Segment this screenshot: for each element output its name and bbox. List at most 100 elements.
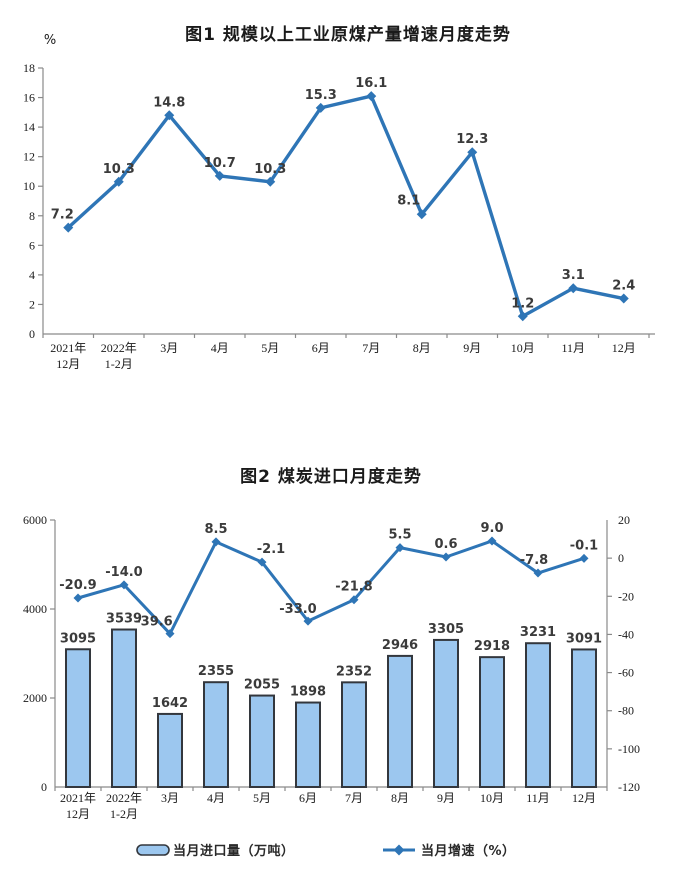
chart2-figure: 图2 煤炭进口月度走势 0 2000 4000 6000 20 0 -20 -40 -60 -80… xyxy=(0,440,684,874)
x-category-label: 8月 xyxy=(413,341,431,355)
y-tick-label: 14 xyxy=(23,120,35,134)
import-volume-bar xyxy=(111,628,137,788)
x-category-label: 9月 xyxy=(463,341,481,355)
bar-value-label: 2946 xyxy=(382,638,418,653)
bar-value-label: 2918 xyxy=(474,639,510,654)
data-point-label: 15.3 xyxy=(305,88,337,103)
data-point-marker xyxy=(441,552,451,562)
data-point-marker xyxy=(214,170,225,181)
data-point-marker xyxy=(517,311,528,322)
x-category-label: 12月 xyxy=(612,341,636,355)
x-category-label: 1-2月 xyxy=(110,807,138,821)
right-y-tick-label: 0 xyxy=(618,551,624,565)
bar-value-label: 1642 xyxy=(152,696,188,711)
growth-rate-line xyxy=(76,539,586,636)
x-category-label: 12月 xyxy=(66,807,90,821)
x-category-label: 4月 xyxy=(211,341,229,355)
bar-value-label: 2352 xyxy=(336,664,372,679)
data-point-marker xyxy=(487,536,497,546)
data-point-label: 16.1 xyxy=(355,76,387,91)
x-category-label: 9月 xyxy=(437,791,455,805)
right-y-tick-label: -40 xyxy=(618,627,634,641)
chart2-legend: 当月进口量（万吨） 当月增速（%） xyxy=(136,843,516,859)
data-point-marker xyxy=(257,557,267,567)
x-category-label: 11月 xyxy=(561,341,585,355)
chart2-canvas: 图2 煤炭进口月度走势 0 2000 4000 6000 20 0 -20 -40 -60 -80… xyxy=(23,466,640,859)
chart2-title: 图2 煤炭进口月度走势 xyxy=(240,466,422,487)
x-category-label: 4月 xyxy=(207,791,225,805)
data-point-marker xyxy=(349,595,359,605)
right-y-tick-label: -20 xyxy=(618,589,634,603)
import-volume-bar xyxy=(433,638,459,788)
import-volume-bar xyxy=(525,642,551,788)
x-category-label: 10月 xyxy=(480,791,504,805)
x-category-label: 6月 xyxy=(299,791,317,805)
import-volume-bar xyxy=(571,648,597,788)
data-point-label: -33.0 xyxy=(279,602,316,617)
x-category-label: 2021年 xyxy=(60,791,96,805)
data-point-label: 3.1 xyxy=(562,268,585,283)
data-point-label: 10.3 xyxy=(103,162,135,177)
x-category-label: 12月 xyxy=(56,357,80,371)
chart1-plot-area: 0 2 4 6 8 10 12 14 16 18 2021年 12月 2022年 1-2月 3月 4月 5月 6月… xyxy=(23,61,655,371)
data-point-label: 0.6 xyxy=(434,537,457,552)
data-point-marker xyxy=(113,176,124,187)
data-point-marker xyxy=(618,293,629,304)
x-category-label: 5月 xyxy=(253,791,271,805)
import-volume-bar xyxy=(387,654,413,788)
y-tick-label: 10 xyxy=(23,179,35,193)
legend-line-marker-icon xyxy=(393,844,405,856)
left-y-tick-label: 4000 xyxy=(23,602,47,616)
data-point-label: 12.3 xyxy=(456,132,488,147)
y-tick-label: 6 xyxy=(29,238,35,252)
data-point-label: -20.9 xyxy=(59,578,96,593)
import-volume-bar xyxy=(65,648,91,788)
data-point-label: 14.8 xyxy=(153,95,185,110)
x-category-label: 1-2月 xyxy=(105,357,133,371)
data-point-label: 7.2 xyxy=(51,208,74,223)
y-tick-label: 12 xyxy=(23,150,35,164)
data-point-label: 10.3 xyxy=(254,162,286,177)
data-point-label: 10.7 xyxy=(204,156,236,171)
chart2-plot-area: 0 2000 4000 6000 20 0 -20 -40 -60 -80 -100 -120 2021… xyxy=(23,513,640,821)
data-point-label: 5.5 xyxy=(388,528,411,543)
right-y-tick-label: -80 xyxy=(618,704,634,718)
x-category-label: 6月 xyxy=(312,341,330,355)
right-y-tick-label: -60 xyxy=(618,666,634,680)
chart1-figure: 图1 规模以上工业原煤产量增速月度走势 % 0 2 4 6 8 10 12 14 16 18 202… xyxy=(23,24,655,371)
x-category-label: 8月 xyxy=(391,791,409,805)
bar-value-label: 3231 xyxy=(520,625,556,640)
import-volume-bar xyxy=(157,712,183,788)
chart1-title: 图1 规模以上工业原煤产量增速月度走势 xyxy=(185,24,511,45)
import-volume-bar xyxy=(203,681,229,788)
bar-value-label: 2055 xyxy=(244,678,280,693)
data-point-marker xyxy=(366,91,377,102)
growth-trend-line xyxy=(66,94,626,318)
data-point-label: -0.1 xyxy=(570,538,598,553)
y-tick-label: 16 xyxy=(23,91,35,105)
data-point-marker xyxy=(467,147,478,158)
bar-value-label: 3095 xyxy=(60,631,96,646)
data-point-marker xyxy=(211,537,221,547)
x-category-label: 12月 xyxy=(572,791,596,805)
left-y-tick-label: 2000 xyxy=(23,691,47,705)
x-category-label: 7月 xyxy=(345,791,363,805)
import-volume-bar xyxy=(295,701,321,788)
data-point-marker xyxy=(265,176,276,187)
data-point-marker xyxy=(533,568,543,578)
bar-value-label: 1898 xyxy=(290,685,326,700)
data-point-label: 8.1 xyxy=(397,193,420,208)
data-point-marker xyxy=(579,553,589,563)
data-point-label: -14.0 xyxy=(105,565,142,580)
data-point-marker xyxy=(73,593,83,603)
y-tick-label: 0 xyxy=(29,327,35,341)
chart1-unit-label: % xyxy=(44,33,56,48)
import-volume-bar xyxy=(479,656,505,788)
legend-bar-swatch xyxy=(136,844,170,856)
legend-line-label: 当月增速（%） xyxy=(421,843,516,859)
x-category-label: 2022年 xyxy=(101,341,137,355)
data-point-label: -7.8 xyxy=(520,553,548,568)
x-category-label: 5月 xyxy=(261,341,279,355)
x-category-label: 10月 xyxy=(511,341,535,355)
left-y-tick-label: 0 xyxy=(41,780,47,794)
